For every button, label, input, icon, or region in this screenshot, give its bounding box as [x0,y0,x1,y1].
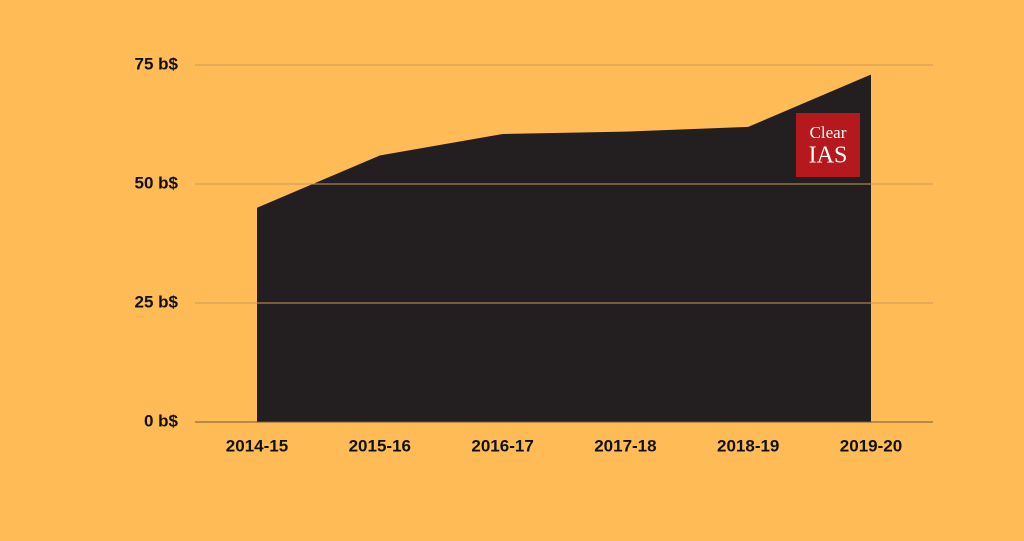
y-tick-label: 25 b$ [135,292,179,311]
x-tick-label: 2016-17 [471,436,533,455]
logo: Clear IAS [796,113,860,177]
logo-text: Clear [810,123,847,142]
y-tick-label: 50 b$ [135,173,179,192]
logo-box [796,113,860,177]
x-tick-label: 2017-18 [594,436,656,455]
x-tick-label: 2014-15 [226,436,288,455]
logo-text: IAS [809,143,848,169]
x-tick-label: 2015-16 [349,436,411,455]
y-tick-label: 75 b$ [135,54,179,73]
x-tick-label: 2018-19 [717,436,779,455]
area [257,74,871,423]
y-tick-label: 0 b$ [144,411,179,430]
x-tick-label: 2019-20 [840,436,902,455]
